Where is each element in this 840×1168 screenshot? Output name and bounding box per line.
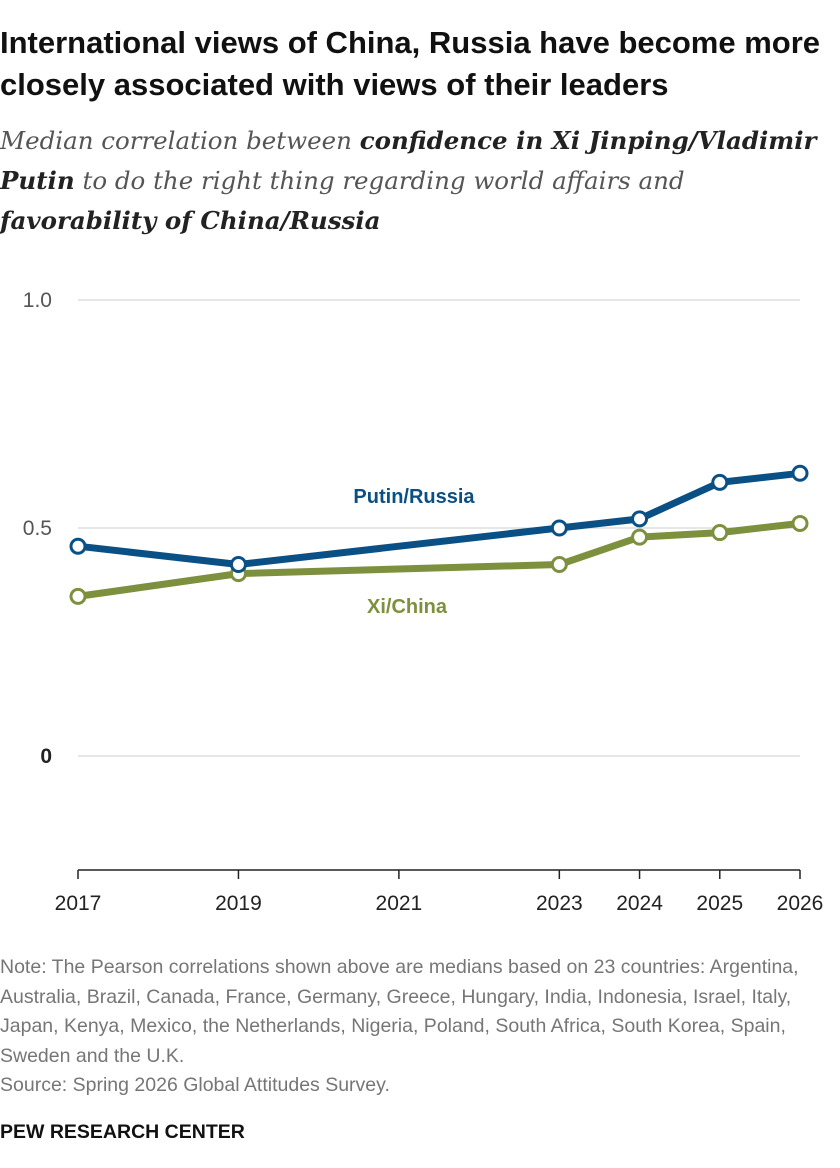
data-point-xi-china [69,587,87,605]
x-axis: 2017 2019 2021 2023 2024 2025 2026 [55,869,824,915]
chart-note: Note: The Pearson correlations shown abo… [0,953,838,1101]
subtitle-part-0: Median correlation between [0,126,360,155]
y-tick-label: 0 [40,745,52,768]
line-chart: 1.0 0.5 0 2017 2019 2021 2023 2024 2025 2026 Put… [23,289,824,915]
series-labels: Putin/Russia Xi/China [353,486,475,618]
data-point-putin-russia [711,473,729,491]
chart-subtitle: Median correlation between confidence in… [0,121,835,241]
y-tick-label: 0.5 [23,517,52,540]
x-tick-label: 2024 [616,892,663,915]
x-tick-label: 2019 [215,892,262,915]
data-point-putin-russia [791,464,809,482]
subtitle-part-1: confidence in Xi Jinping/Vladimir Putin [0,126,817,195]
note-text: Note: The Pearson correlations shown abo… [0,956,799,1067]
series-line-xi-china [74,519,804,600]
data-point-putin-russia [550,519,568,537]
y-tick-label: 1.0 [23,289,52,312]
x-tick-label: 2021 [376,892,423,915]
x-tick-label: 2025 [696,892,743,915]
subtitle-part-3: favorability of China/Russia [0,206,381,235]
series-lines [69,464,809,605]
gridlines: 1.0 0.5 0 [23,289,800,768]
data-point-putin-russia [69,537,87,555]
chart-title: International views of China, Russia hav… [0,25,821,102]
subtitle-part-2: to do the right thing regarding world af… [74,166,685,195]
data-point-xi-china [711,524,729,542]
data-point-xi-china [550,555,568,573]
series-label-xi-china: Xi/China [367,596,448,618]
x-tick-label: 2017 [55,892,102,915]
data-point-putin-russia [631,510,649,528]
x-tick-label: 2023 [536,892,583,915]
brand-logo-text: PEW RESEARCH CENTER [0,1121,245,1143]
source-text: Source: Spring 2026 Global Attitudes Sur… [0,1074,390,1096]
data-point-putin-russia [229,555,247,573]
data-point-xi-china [631,528,649,546]
series-line-putin-russia [74,469,804,568]
series-label-putin-russia: Putin/Russia [353,486,475,508]
x-tick-label: 2026 [777,892,824,915]
data-point-xi-china [791,514,809,532]
